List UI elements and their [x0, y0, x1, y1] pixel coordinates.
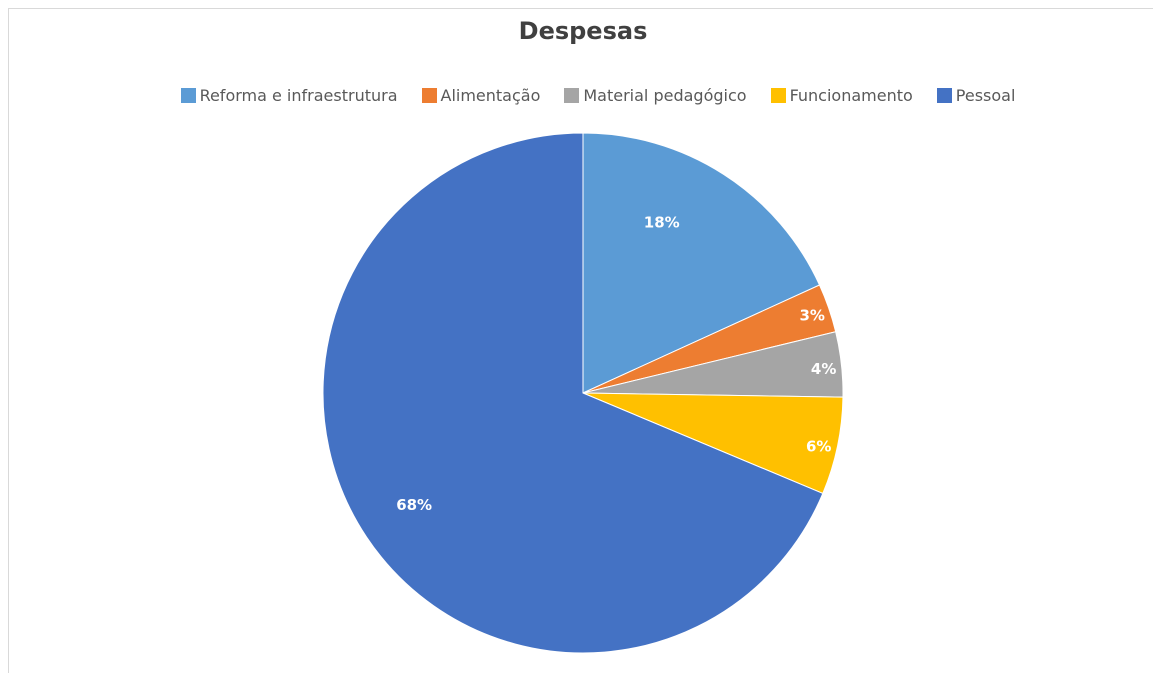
legend-swatch [770, 88, 786, 103]
pie-slice-0 [582, 132, 821, 394]
legend-swatch [180, 88, 196, 103]
legend-item-pessoal: Pessoal [936, 86, 1016, 105]
legend-label: Material pedagógico [583, 86, 747, 105]
legend-label: Funcionamento [789, 86, 913, 105]
chart-title: Despesas [518, 17, 648, 45]
legend-swatch [936, 88, 952, 103]
legend-label: Pessoal [955, 86, 1016, 105]
legend-item-material: Material pedagógico [564, 86, 747, 105]
pie-slice-4 [322, 132, 824, 654]
legend-label: Reforma e infraestrutura [199, 86, 398, 105]
legend-swatch [564, 88, 580, 103]
legend-label: Alimentação [440, 86, 541, 105]
legend-item-funcionamento: Funcionamento [770, 86, 913, 105]
slice-data-label: 3% [800, 307, 825, 325]
legend-item-alimentacao: Alimentação [421, 86, 541, 105]
slice-data-label: 68% [396, 496, 432, 514]
slice-data-label: 6% [806, 438, 831, 456]
legend-item-reforma: Reforma e infraestrutura [180, 86, 398, 105]
legend-swatch [421, 88, 437, 103]
legend: Reforma e infraestrutura Alimentação Mat… [0, 86, 1153, 105]
slice-data-label: 18% [644, 214, 680, 232]
slice-data-label: 4% [811, 360, 836, 378]
